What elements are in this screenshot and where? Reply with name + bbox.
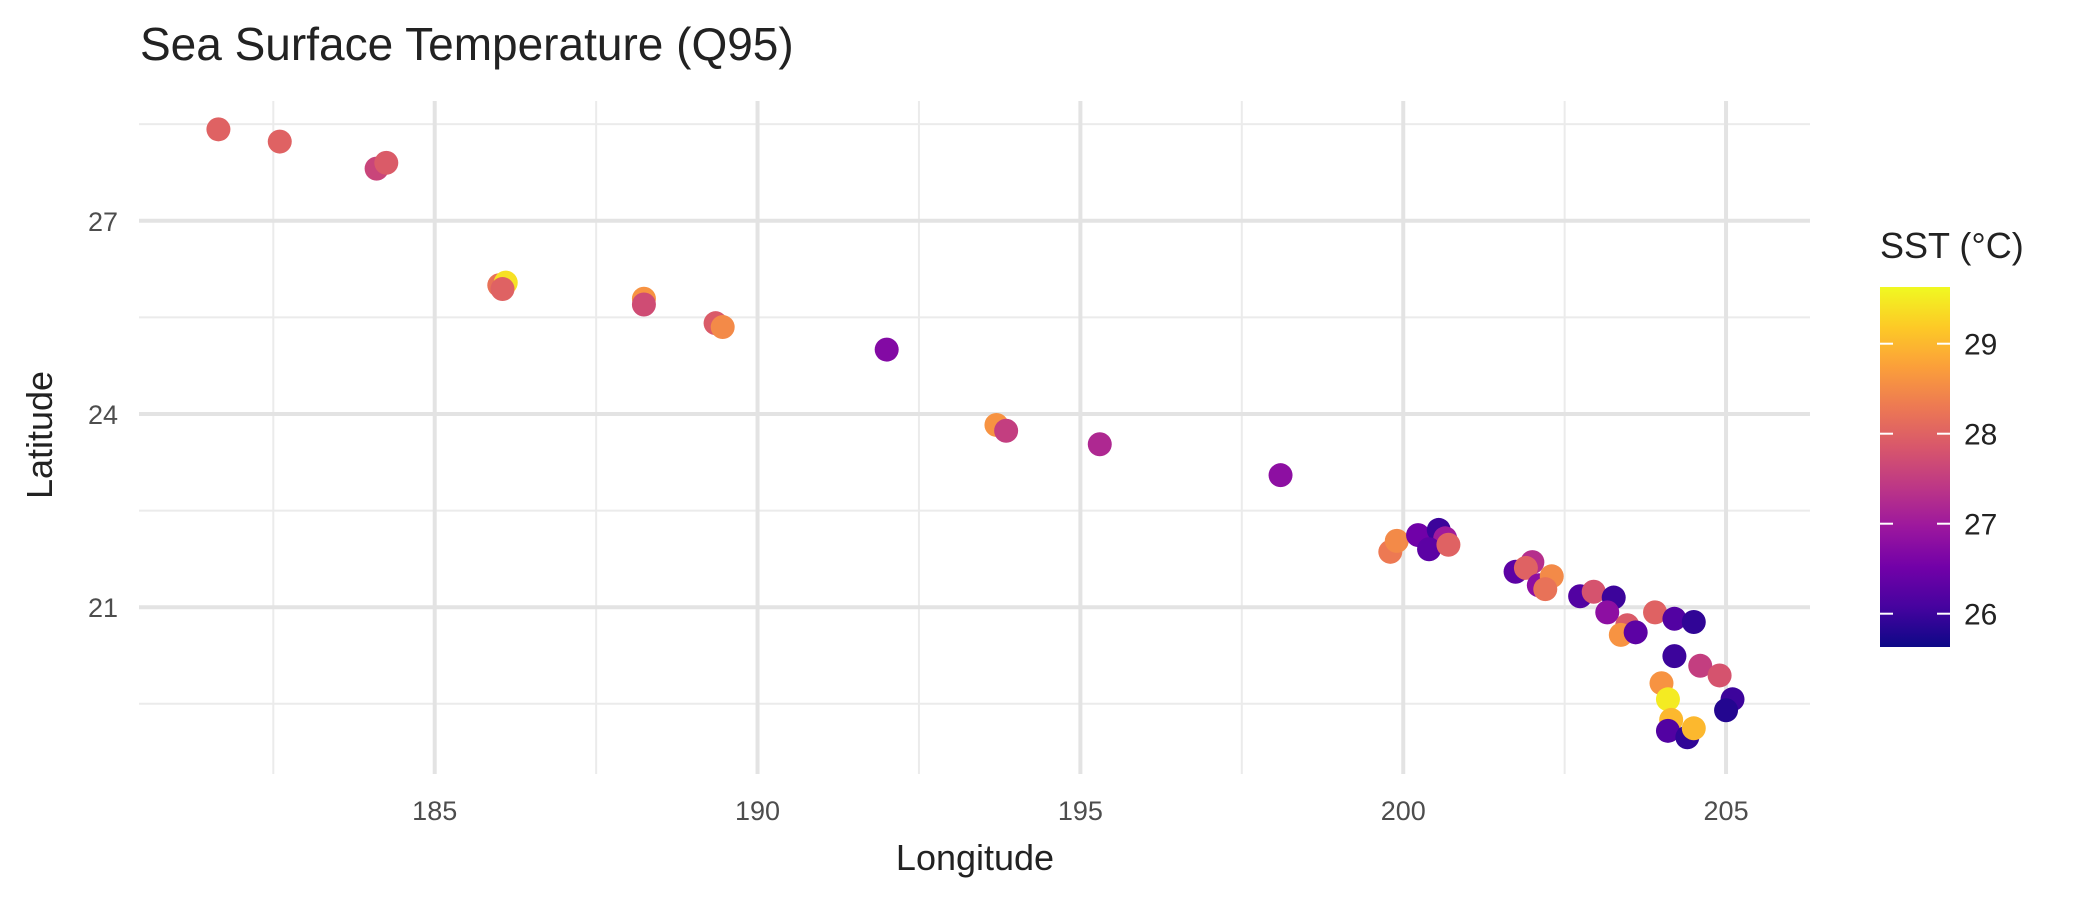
colorbar-tick-label: 27: [1964, 509, 1997, 542]
point: [1655, 687, 1680, 712]
point: [1384, 528, 1409, 553]
point: [1662, 644, 1687, 669]
point: [710, 315, 735, 340]
point: [1581, 579, 1606, 604]
point: [1087, 432, 1112, 457]
point: [631, 292, 656, 317]
point: [1623, 620, 1648, 645]
y-axis-label: Latitude: [19, 371, 60, 499]
colorbar: [1880, 287, 1950, 647]
point: [1688, 653, 1713, 678]
colorbar-tick-label: 29: [1964, 329, 1997, 362]
point: [1595, 600, 1620, 625]
y-tick-label: 27: [88, 207, 118, 237]
x-tick-label: 195: [1058, 796, 1103, 826]
colorbar-tick-label: 26: [1964, 599, 1997, 632]
point: [1681, 716, 1706, 741]
colorbar-tick-label: 28: [1964, 419, 1997, 452]
point: [1417, 537, 1442, 562]
point: [1655, 718, 1680, 743]
x-tick-label: 185: [412, 796, 457, 826]
x-axis-label: Longitude: [896, 837, 1054, 878]
point: [1533, 577, 1558, 602]
point: [1513, 555, 1538, 580]
point: [1268, 463, 1293, 488]
y-tick-label: 24: [88, 400, 118, 430]
point: [1662, 606, 1687, 631]
y-tick-label: 21: [88, 593, 118, 623]
point: [374, 150, 399, 175]
point: [1714, 698, 1739, 723]
point: [206, 117, 231, 142]
point: [994, 418, 1019, 443]
x-tick-label: 205: [1704, 796, 1749, 826]
x-tick-label: 200: [1381, 796, 1426, 826]
point: [874, 337, 899, 362]
point: [1436, 532, 1461, 557]
point: [267, 129, 292, 154]
point: [490, 277, 515, 302]
point: [1681, 610, 1706, 635]
point: [1707, 663, 1732, 688]
point: [1643, 600, 1668, 625]
x-tick-label: 190: [735, 796, 780, 826]
legend-title: SST (°C): [1880, 225, 2024, 266]
chart-title: Sea Surface Temperature (Q95): [140, 18, 794, 70]
